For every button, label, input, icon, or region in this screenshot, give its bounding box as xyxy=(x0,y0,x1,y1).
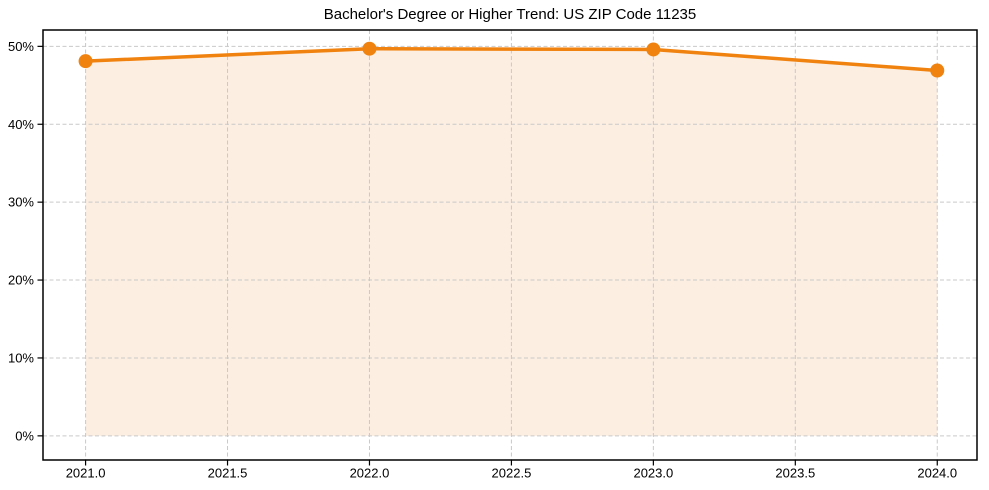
x-tick-label: 2022.0 xyxy=(350,466,390,481)
y-tick-label: 40% xyxy=(8,117,34,132)
trend-line xyxy=(83,46,940,73)
data-point-marker xyxy=(362,41,377,56)
y-tick-label: 20% xyxy=(8,273,34,288)
x-tick-label: 2021.0 xyxy=(66,466,106,481)
y-tick-label: 50% xyxy=(8,39,34,54)
y-tick-label: 30% xyxy=(8,195,34,210)
axes-frame xyxy=(42,29,978,461)
y-tick-label: 10% xyxy=(8,350,34,365)
x-tick-label: 2022.5 xyxy=(492,466,532,481)
area-fill xyxy=(85,48,938,436)
x-tick-label: 2021.5 xyxy=(208,466,248,481)
data-point-marker xyxy=(78,54,93,69)
data-point-marker xyxy=(930,63,945,78)
data-point-marker xyxy=(646,42,661,57)
x-tick-label: 2023.5 xyxy=(775,466,815,481)
x-tick-label: 2023.0 xyxy=(633,466,673,481)
x-tick-label: 2024.0 xyxy=(917,466,957,481)
chart-title: Bachelor's Degree or Higher Trend: US ZI… xyxy=(323,6,697,23)
y-tick-label: 0% xyxy=(15,428,34,443)
